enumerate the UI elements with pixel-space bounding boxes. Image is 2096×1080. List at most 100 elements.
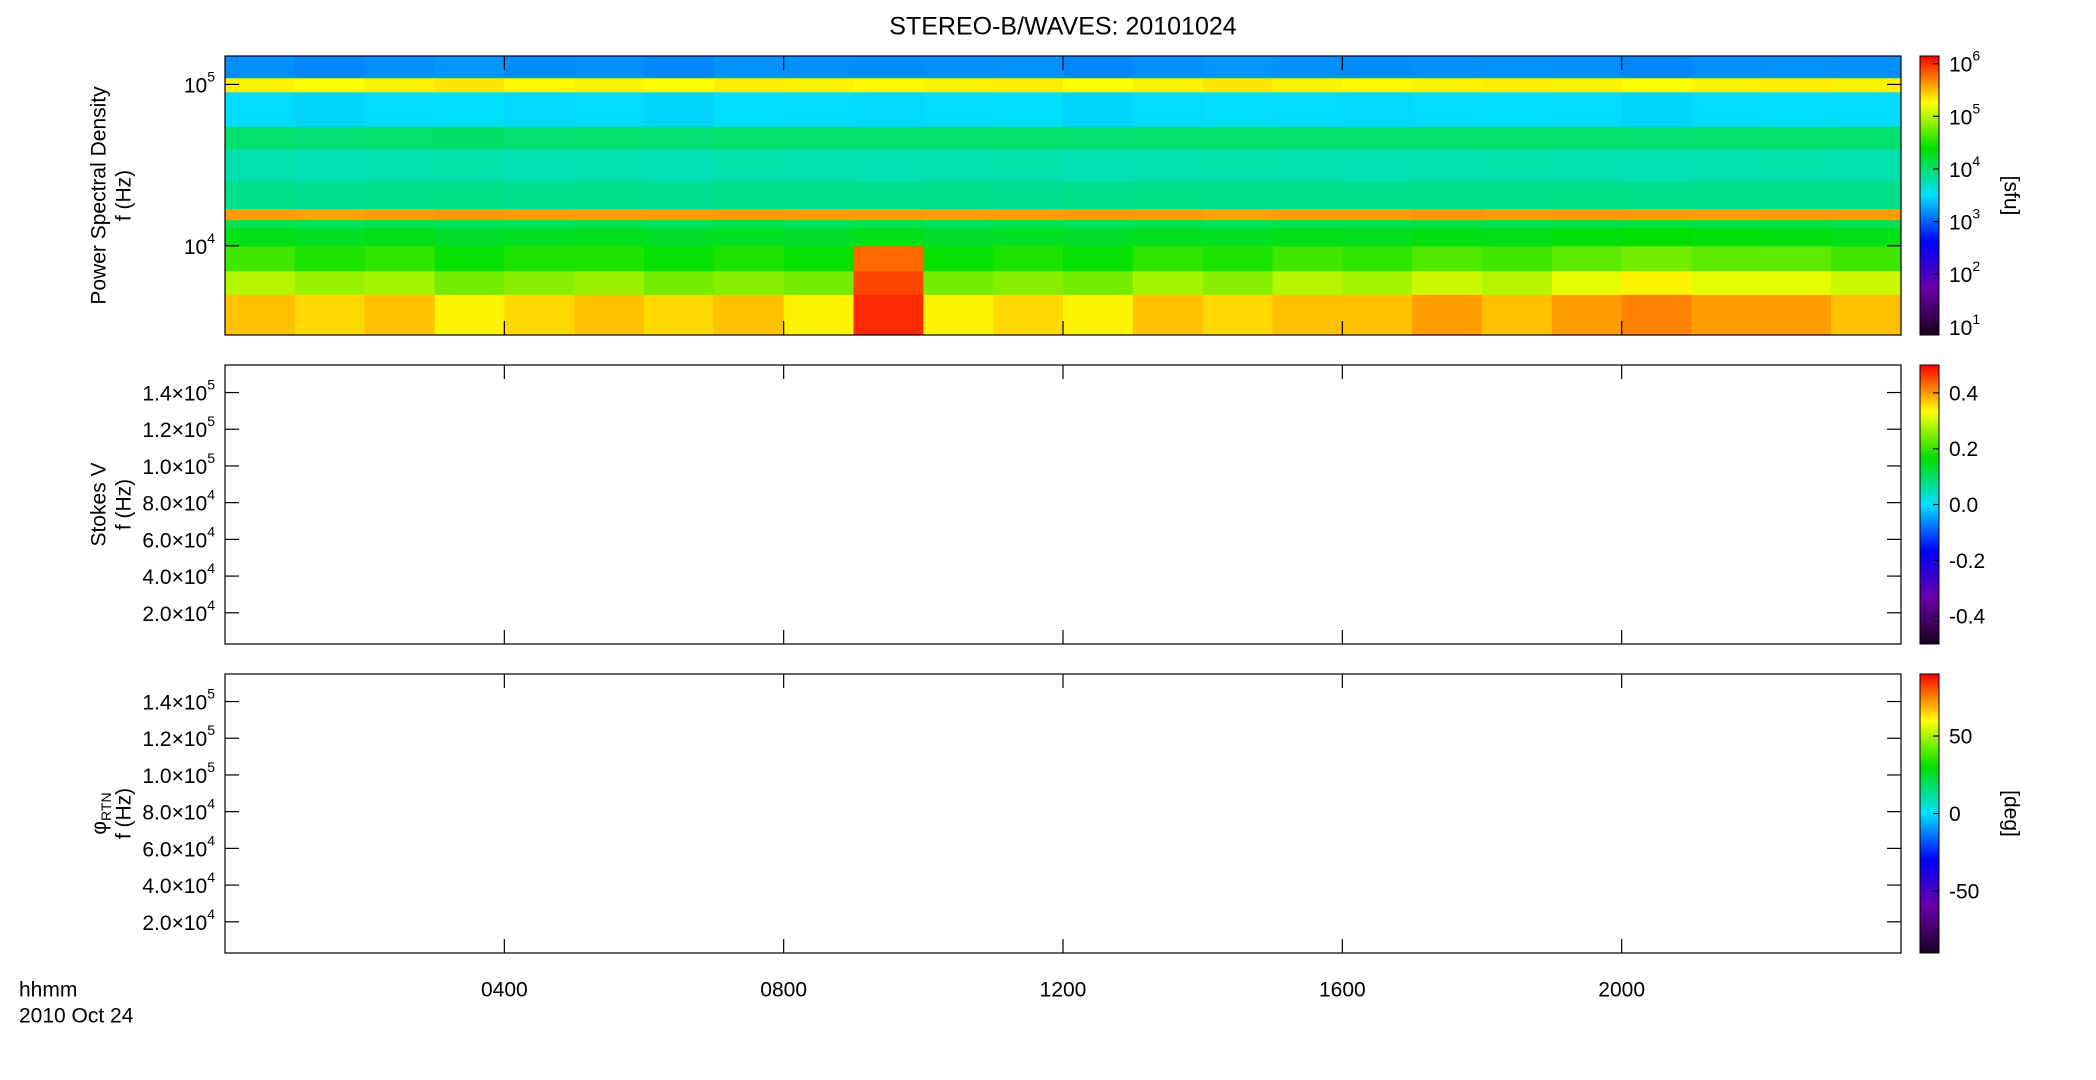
spectrogram-cell — [574, 77, 645, 93]
spectrogram-cell — [713, 126, 785, 150]
spectrogram-cell — [1272, 219, 1343, 228]
spectrogram-cell — [1831, 56, 1902, 79]
spectrogram-cell — [923, 181, 994, 210]
spectrogram-cell — [294, 126, 366, 150]
spectrogram-cell — [294, 148, 366, 183]
spectrogram-cell — [1621, 56, 1692, 79]
y-tick-label: 6.0×104 — [142, 832, 215, 861]
spectrogram-cell — [1691, 148, 1762, 183]
spectrogram-cell — [1272, 181, 1343, 210]
spectrogram-cell — [1132, 245, 1204, 272]
spectrogram-cell — [1202, 219, 1273, 228]
y-tick-label: 2.0×104 — [142, 596, 215, 625]
x-axis-label: 2010 Oct 24 — [19, 1005, 134, 1028]
spectrogram-cell — [853, 77, 924, 93]
spectrogram-cell — [644, 227, 715, 247]
spectrogram-cell — [1691, 181, 1762, 210]
spectrogram-cell — [1132, 227, 1204, 247]
spectrogram-cell — [1342, 245, 1413, 272]
colorbar-label: [deg] — [1999, 790, 2022, 837]
spectrogram-cell — [1831, 148, 1902, 183]
spectrogram-cell — [1202, 181, 1273, 210]
spectrogram-cell — [225, 56, 296, 79]
spectrogram-cell — [923, 219, 994, 228]
spectrogram-cell — [504, 208, 575, 221]
spectrogram-cell — [1202, 126, 1273, 150]
colorbar-tick-label: 105 — [1949, 100, 1980, 129]
spectrogram-cell — [644, 208, 715, 221]
spectrogram-cell — [644, 126, 715, 150]
spectrogram-cell — [783, 270, 854, 295]
spectrogram-cell — [853, 270, 924, 295]
spectrogram-cell — [644, 270, 715, 295]
spectrogram-cell — [1551, 126, 1623, 150]
spectrogram-cell — [713, 227, 785, 247]
spectrogram-cell — [1063, 270, 1134, 295]
spectrogram-cell — [1621, 181, 1692, 210]
spectrogram-cell — [853, 126, 924, 150]
spectrogram-cell — [574, 126, 645, 150]
spectrogram-cell — [1761, 227, 1832, 247]
y-tick-label: 6.0×104 — [142, 523, 215, 552]
spectrogram-cell — [993, 208, 1064, 221]
spectrogram-cell — [1482, 126, 1553, 150]
spectrogram-cell — [1272, 227, 1343, 247]
spectrogram-cell — [923, 227, 994, 247]
spectrogram-cell — [1691, 77, 1762, 93]
spectrogram-cell — [1132, 181, 1204, 210]
spectrogram-cell — [294, 77, 366, 93]
spectrogram-cell — [1342, 148, 1413, 183]
spectrogram-cell — [364, 148, 435, 183]
spectrogram-cell — [783, 77, 854, 93]
spectrogram-cell — [1063, 148, 1134, 183]
spectrogram-cell — [1202, 270, 1273, 295]
spectrogram-cell — [1412, 294, 1483, 336]
spectrogram-cell — [1551, 227, 1623, 247]
spectrogram-cell — [923, 245, 994, 272]
spectrogram-cell — [434, 56, 505, 79]
spectrogram-cell — [504, 270, 575, 295]
spectrogram-cell — [434, 245, 505, 272]
spectrogram-cell — [1063, 245, 1134, 272]
spectrogram-cell — [364, 56, 435, 79]
spectrogram-cell — [713, 77, 785, 93]
spectrogram-cell — [993, 245, 1064, 272]
spectrogram-cell — [294, 294, 366, 336]
y-tick-label: 1.2×105 — [142, 413, 215, 442]
spectrogram-cell — [504, 126, 575, 150]
spectrogram-cell — [1063, 126, 1134, 150]
spectrogram-cell — [434, 148, 505, 183]
spectrogram-cell — [1482, 56, 1553, 79]
spectrogram-cell — [1482, 245, 1553, 272]
spectrogram-cell — [1132, 91, 1204, 127]
colorbar-tick-label: 106 — [1949, 47, 1980, 76]
spectrogram-cell — [574, 219, 645, 228]
spectrogram-cell — [225, 91, 296, 127]
spectrogram-cell — [1412, 56, 1483, 79]
spectrogram-cell — [1831, 219, 1902, 228]
spectrogram-cell — [1621, 148, 1692, 183]
spectrogram-cell — [1761, 219, 1832, 228]
spectrogram-cell — [1482, 181, 1553, 210]
spectrogram-cell — [1132, 294, 1204, 336]
spectrogram-cell — [294, 219, 366, 228]
spectrogram-cell — [993, 77, 1064, 93]
spectrogram-cell — [1202, 148, 1273, 183]
spectrogram-cell — [1691, 126, 1762, 150]
spectrogram-cell — [713, 208, 785, 221]
spectrogram-cell — [504, 181, 575, 210]
spectrogram-cell — [1272, 56, 1343, 79]
spectrogram-cell — [434, 126, 505, 150]
spectrogram-cell — [783, 56, 854, 79]
spectrogram-cell — [1412, 126, 1483, 150]
spectrogram-cell — [364, 245, 435, 272]
spectrogram-cell — [1621, 245, 1692, 272]
spectrogram-cell — [1482, 270, 1553, 295]
spectrogram-cell — [644, 91, 715, 127]
spectrogram-cell — [504, 227, 575, 247]
spectrogram-cell — [1482, 148, 1553, 183]
y-tick-label: 1.2×105 — [142, 722, 215, 751]
y-axis-label: Stokes V — [88, 462, 111, 546]
spectrogram-cell — [1831, 208, 1902, 221]
